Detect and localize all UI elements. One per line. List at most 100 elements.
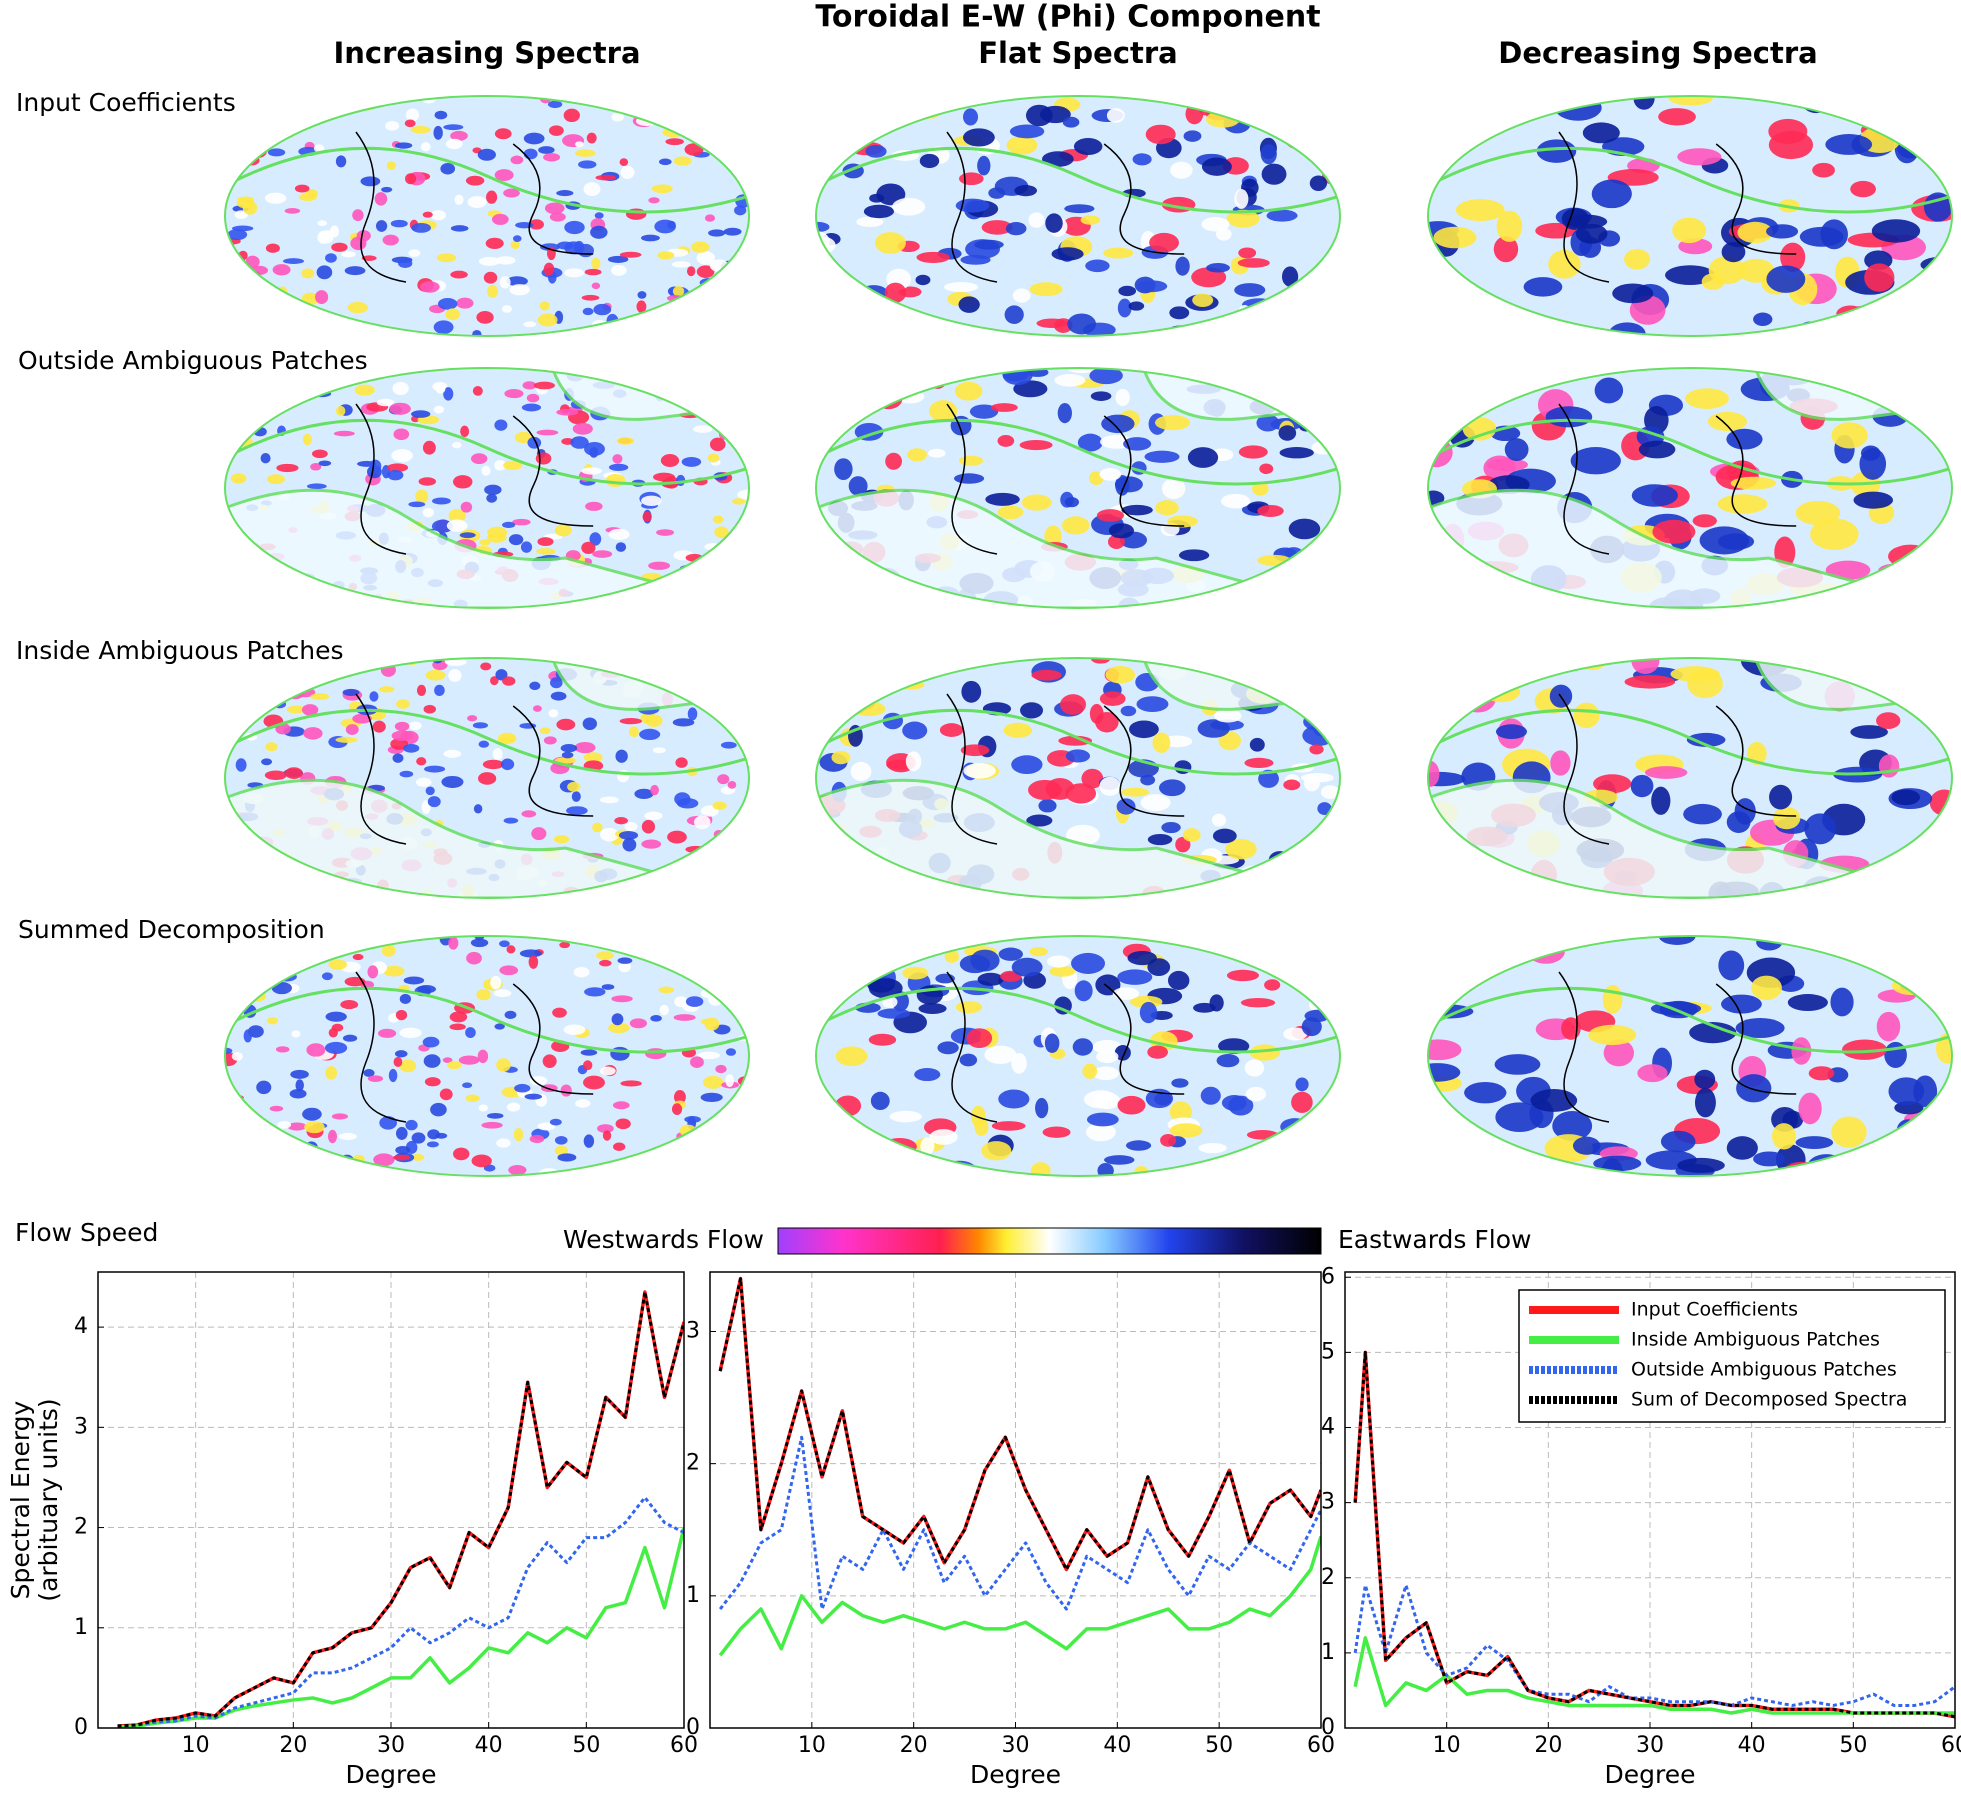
map-blob <box>453 1147 470 1161</box>
map-blob <box>612 454 623 464</box>
map-blob <box>317 220 328 227</box>
map-blob <box>1149 232 1179 253</box>
map-blob <box>1428 490 1445 506</box>
map-blob <box>593 303 612 316</box>
map-blob <box>383 965 405 977</box>
map-blob <box>870 1091 890 1111</box>
map-blob <box>441 775 464 788</box>
map-blob <box>1328 818 1340 836</box>
map-blob <box>533 381 555 390</box>
map-blob <box>1249 1044 1281 1061</box>
map-blob <box>607 255 629 263</box>
map-blob <box>720 414 737 420</box>
map-blob <box>1242 298 1276 312</box>
map-blob <box>298 193 318 202</box>
map-blob <box>1147 1045 1168 1059</box>
coastline <box>946 971 1185 1123</box>
plot-frame <box>97 1271 685 1729</box>
map-blob <box>1028 212 1045 228</box>
map-blob <box>1187 447 1219 468</box>
map-blob <box>324 1041 348 1055</box>
map-blob <box>647 368 670 378</box>
map-blob <box>615 542 627 552</box>
map-blob <box>1082 1063 1098 1079</box>
map-blob <box>583 1075 605 1090</box>
map-blob <box>693 296 713 306</box>
map-blob <box>294 184 310 193</box>
map-blob <box>294 379 306 390</box>
map-blob <box>335 736 358 743</box>
map-blob <box>549 212 566 222</box>
map-blob <box>1259 463 1274 475</box>
map-blob <box>494 1023 505 1030</box>
map-blob <box>1766 265 1806 293</box>
colorbar-label: Westwards Flow <box>563 1225 764 1254</box>
map-blob <box>615 1118 631 1130</box>
map-blob <box>1561 1017 1581 1040</box>
map-blob <box>1185 96 1206 106</box>
map-blob <box>666 1164 678 1176</box>
map-blob <box>1020 702 1044 719</box>
map-blob <box>1212 828 1237 844</box>
y-axis-title: (arbituary units) <box>34 1398 63 1601</box>
map-blob <box>637 291 647 299</box>
map-blob <box>496 1058 511 1072</box>
map-blob <box>650 885 669 892</box>
map-blob <box>816 1116 836 1138</box>
map-blob <box>1735 1018 1785 1038</box>
map-blob <box>720 680 737 692</box>
map-blob <box>714 377 734 384</box>
map-blob <box>998 1089 1030 1109</box>
map-blob <box>571 791 581 802</box>
map-blob <box>411 410 431 418</box>
map-blob <box>634 788 654 799</box>
map-blob <box>1496 210 1523 242</box>
map-blob <box>420 281 440 293</box>
map-blob <box>1096 1050 1119 1064</box>
map-blob <box>1058 735 1093 746</box>
map-blob <box>985 492 1020 506</box>
map-blob <box>902 721 928 740</box>
map-blob <box>1582 122 1620 144</box>
coastline <box>355 131 594 283</box>
map <box>816 658 1340 898</box>
map-blob <box>580 1049 598 1056</box>
map-blob <box>960 744 990 757</box>
map-blob <box>1831 1116 1867 1148</box>
map-blob <box>561 751 574 759</box>
map-blob <box>367 965 379 979</box>
map-outline <box>815 367 1341 609</box>
x-tick-label: 40 <box>475 1733 503 1758</box>
map-blob <box>459 532 476 539</box>
map-blob <box>667 830 687 844</box>
map-blob <box>1014 185 1038 197</box>
map-blob <box>1064 497 1080 508</box>
map-blob <box>1183 130 1202 142</box>
map-blob <box>1081 768 1104 789</box>
map-blob <box>229 273 247 285</box>
map-blob <box>1677 148 1722 166</box>
map-blob <box>656 529 675 536</box>
map-blob <box>556 241 574 250</box>
map-blob <box>303 727 323 740</box>
map-blob <box>1660 1130 1696 1153</box>
coastline <box>946 403 1185 555</box>
map-blob <box>395 1145 411 1155</box>
map-blob <box>831 750 851 765</box>
series-group <box>1353 1350 1955 1719</box>
map-blob <box>1864 263 1895 292</box>
map-blob <box>727 781 737 789</box>
map-blob <box>434 110 448 120</box>
map-outline <box>1427 367 1953 609</box>
map-blob <box>478 256 501 266</box>
colorbar-label: Eastwards Flow <box>1338 1225 1531 1254</box>
map-blob <box>250 867 271 878</box>
map-blob <box>245 255 260 268</box>
map-blob <box>1677 1157 1725 1173</box>
map-blob <box>1175 836 1191 853</box>
map-blob <box>265 742 278 752</box>
map-blob <box>1005 221 1027 236</box>
map-blob <box>933 596 962 608</box>
map-blob <box>959 954 991 974</box>
map-blob <box>1787 994 1828 1011</box>
